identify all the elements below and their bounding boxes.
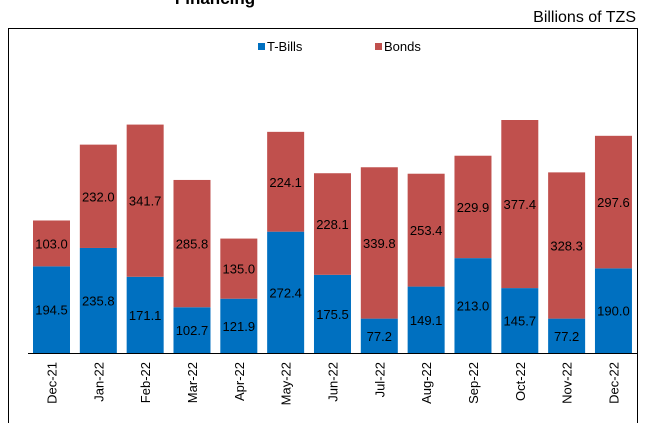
bar-segment — [501, 120, 539, 289]
value-label: 285.8 — [176, 237, 209, 252]
x-tick-label: Jan-22 — [91, 362, 106, 402]
value-label: 77.2 — [554, 329, 579, 344]
value-label: 77.2 — [367, 329, 392, 344]
bar-segment — [33, 266, 70, 353]
value-label: 145.7 — [504, 314, 537, 329]
x-tick-label: Sep-22 — [466, 362, 481, 404]
bar-segment — [360, 167, 398, 319]
x-tick-label: Nov-22 — [560, 362, 575, 404]
value-label: 175.5 — [316, 307, 349, 322]
value-label: 229.9 — [457, 200, 490, 215]
value-label: 377.4 — [504, 197, 537, 212]
value-label: 253.4 — [410, 223, 443, 238]
bar-segment — [220, 298, 258, 353]
x-tick-label: Feb-22 — [138, 362, 153, 403]
value-label: 297.6 — [597, 195, 630, 210]
bar-segment — [220, 238, 258, 299]
x-tick-label: Oct-22 — [513, 362, 528, 401]
bar-segment — [173, 179, 211, 308]
value-label: 341.7 — [129, 194, 162, 209]
value-label: 171.1 — [129, 308, 162, 323]
bar-segment — [126, 124, 164, 277]
unit-label: Billions of TZS — [533, 9, 636, 26]
value-label: 224.1 — [269, 175, 302, 190]
x-tick-label: Mar-22 — [185, 362, 200, 403]
bar-segment — [548, 318, 586, 353]
value-label: 194.5 — [35, 303, 68, 318]
value-label: 328.3 — [550, 238, 583, 253]
x-tick-label: Aug-22 — [419, 362, 434, 404]
bar-segment — [548, 172, 586, 319]
legend-label: Bonds — [384, 39, 421, 54]
bar-segment — [454, 258, 492, 353]
bar-segment — [407, 173, 445, 287]
x-tick-label: Dec-22 — [606, 362, 621, 404]
chart-title: Financing — [175, 0, 255, 8]
bar-segment — [267, 231, 305, 353]
value-label: 149.1 — [410, 313, 443, 328]
legend-swatch — [375, 43, 382, 50]
x-tick-label: May-22 — [279, 362, 294, 405]
bar-segment — [594, 135, 632, 269]
bar-segment — [79, 247, 117, 353]
value-label: 228.1 — [316, 217, 349, 232]
frame — [8, 28, 638, 423]
value-label: 121.9 — [223, 319, 256, 334]
legend-label: T-Bills — [267, 39, 303, 54]
x-tick-label: Jul-22 — [372, 362, 387, 397]
x-tick-label: Jun-22 — [325, 362, 340, 402]
bar-segment — [454, 155, 492, 259]
bar-segment — [501, 288, 539, 353]
value-label: 235.8 — [82, 293, 115, 308]
bar-segment — [313, 274, 351, 353]
bar-segment — [173, 307, 211, 353]
bar-segment — [594, 268, 632, 353]
x-tick-label: Apr-22 — [232, 362, 247, 401]
value-label: 102.7 — [176, 323, 209, 338]
bar-segment — [407, 286, 445, 353]
bar-segment — [33, 220, 70, 267]
value-label: 135.0 — [223, 262, 256, 277]
bar-segment — [313, 173, 351, 275]
value-label: 213.0 — [457, 299, 490, 314]
bar-segment — [267, 131, 305, 232]
legend-swatch — [258, 43, 265, 50]
x-tick-label: Dec-21 — [45, 362, 60, 404]
bar-segment — [360, 318, 398, 353]
value-label: 103.0 — [35, 236, 68, 251]
bar-segment — [126, 276, 164, 353]
value-label: 339.8 — [363, 236, 396, 251]
value-label: 190.0 — [597, 304, 630, 319]
value-label: 272.4 — [269, 285, 302, 300]
bar-segment — [79, 144, 117, 248]
value-label: 232.0 — [82, 189, 115, 204]
